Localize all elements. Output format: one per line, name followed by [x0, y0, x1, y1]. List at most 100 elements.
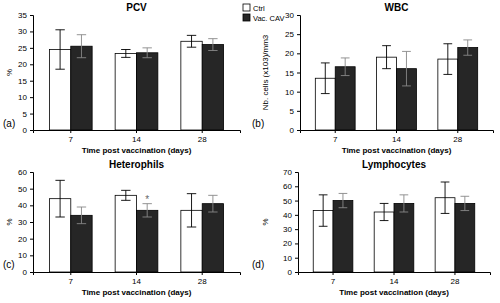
tick: 35	[18, 11, 33, 20]
tick: 10	[18, 93, 33, 102]
tick-label: 40	[283, 211, 292, 220]
tick: 60	[18, 168, 33, 177]
tick-label: 50	[283, 197, 292, 206]
tick-mark	[30, 239, 33, 240]
tick-mark	[30, 114, 33, 115]
error-bar	[321, 63, 330, 94]
tick: 20	[18, 235, 33, 244]
panel-label: (b)	[252, 118, 264, 129]
legend-swatch	[243, 14, 250, 21]
x-axis-title: Time post vaccination (days)	[82, 146, 192, 155]
error-bar	[142, 48, 151, 58]
tick: 28	[198, 272, 207, 286]
y-axis-title: %	[5, 69, 14, 76]
tick: 0	[290, 126, 300, 135]
tick: 14	[390, 272, 399, 286]
y-axis-title: %	[5, 218, 14, 225]
error-bar	[208, 39, 217, 51]
tick-mark	[454, 272, 455, 275]
tick-mark	[136, 130, 137, 133]
tick-label: 30	[285, 11, 294, 20]
tick-mark	[70, 130, 71, 133]
tick-label: 10	[283, 254, 292, 263]
tick: 28	[198, 130, 207, 144]
tick: 30	[18, 218, 33, 227]
axis-line	[30, 173, 34, 273]
tick-label: 25	[18, 44, 27, 53]
x-axis-title: Time post vaccination (days)	[82, 288, 192, 297]
legend-label: Ctrl	[253, 4, 265, 13]
tick: 5	[290, 107, 300, 116]
panel: 010203040506071428HeterophilsTime post v…	[18, 159, 240, 297]
x-axis-title: Time post vaccination (days)	[339, 288, 449, 297]
tick-mark	[30, 48, 33, 49]
bar	[455, 203, 475, 272]
bar	[394, 203, 414, 272]
tick: 40	[18, 201, 33, 210]
error-bar	[441, 182, 450, 213]
tick-mark	[30, 255, 33, 256]
tick-label: 28	[450, 277, 459, 286]
figure: 0510152025303571428PCVTime post vaccinat…	[0, 0, 500, 303]
tick-label: 30	[18, 27, 27, 36]
tick-mark	[30, 130, 33, 131]
series	[333, 193, 475, 272]
series	[313, 182, 455, 272]
tick-label: 30	[283, 225, 292, 234]
error-bar	[55, 30, 64, 69]
series	[71, 35, 224, 130]
chart-title: Heterophils	[109, 159, 164, 170]
tick-label: 15	[18, 77, 27, 86]
tick-label: 40	[18, 201, 27, 210]
tick: 15	[18, 77, 33, 86]
tick: 0	[23, 268, 33, 277]
tick: 30	[18, 27, 33, 36]
tick-mark	[295, 243, 298, 244]
legend-label: Vac. CAV	[253, 14, 284, 23]
y-axis: 010203040506070	[283, 168, 298, 277]
error-bar	[443, 44, 452, 75]
tick-mark	[297, 53, 300, 54]
tick: 14	[392, 130, 401, 144]
tick-label: 28	[198, 277, 207, 286]
tick-label: 5	[290, 107, 295, 116]
tick-mark	[30, 222, 33, 223]
tick-mark	[30, 205, 33, 206]
tick-label: 0	[23, 268, 28, 277]
tick: 10	[283, 254, 298, 263]
legend: CtrlVac. CAV	[243, 4, 284, 23]
bar	[333, 201, 353, 272]
tick: 10	[18, 251, 33, 260]
tick-label: 0	[23, 126, 28, 135]
axis-line	[34, 273, 241, 276]
error-bar	[142, 204, 151, 217]
tick: 28	[453, 130, 462, 144]
plot-area	[49, 180, 223, 272]
tick-mark	[297, 130, 300, 131]
bar	[202, 45, 223, 130]
tick-label: 70	[283, 168, 292, 177]
tick-label: 10	[18, 251, 27, 260]
series	[49, 180, 202, 272]
axis-line	[30, 16, 34, 131]
tick-mark	[295, 229, 298, 230]
tick: 7	[333, 130, 338, 144]
y-axis-title: Nb. cells (x103)/mm3	[261, 34, 270, 110]
tick-label: 5	[23, 110, 28, 119]
panel-label: (d)	[252, 259, 264, 270]
tick: 14	[132, 272, 141, 286]
error-bar	[341, 58, 350, 76]
error-bar	[77, 207, 86, 224]
error-bar	[208, 195, 217, 212]
tick-mark	[335, 130, 336, 133]
error-bar	[121, 190, 130, 200]
tick-label: 14	[132, 135, 141, 144]
axis-line	[299, 273, 491, 276]
tick: 0	[23, 126, 33, 135]
tick-label: 20	[283, 239, 292, 248]
plot-area	[313, 182, 475, 272]
tick-label: 14	[132, 277, 141, 286]
error-bar	[77, 35, 86, 58]
tick-mark	[295, 172, 298, 173]
error-bar	[402, 51, 411, 85]
